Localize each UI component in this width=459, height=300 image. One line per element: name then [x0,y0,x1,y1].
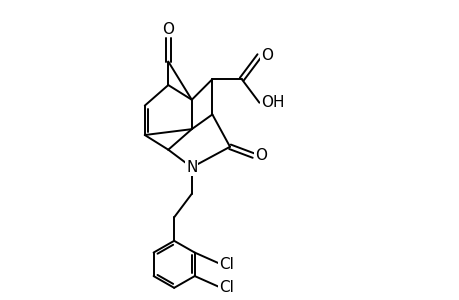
Text: Cl: Cl [218,257,234,272]
Text: O: O [162,22,174,37]
Text: Cl: Cl [218,280,234,295]
Text: O: O [260,48,272,63]
Text: O: O [254,148,266,163]
Text: N: N [186,160,197,175]
Text: OH: OH [260,95,284,110]
